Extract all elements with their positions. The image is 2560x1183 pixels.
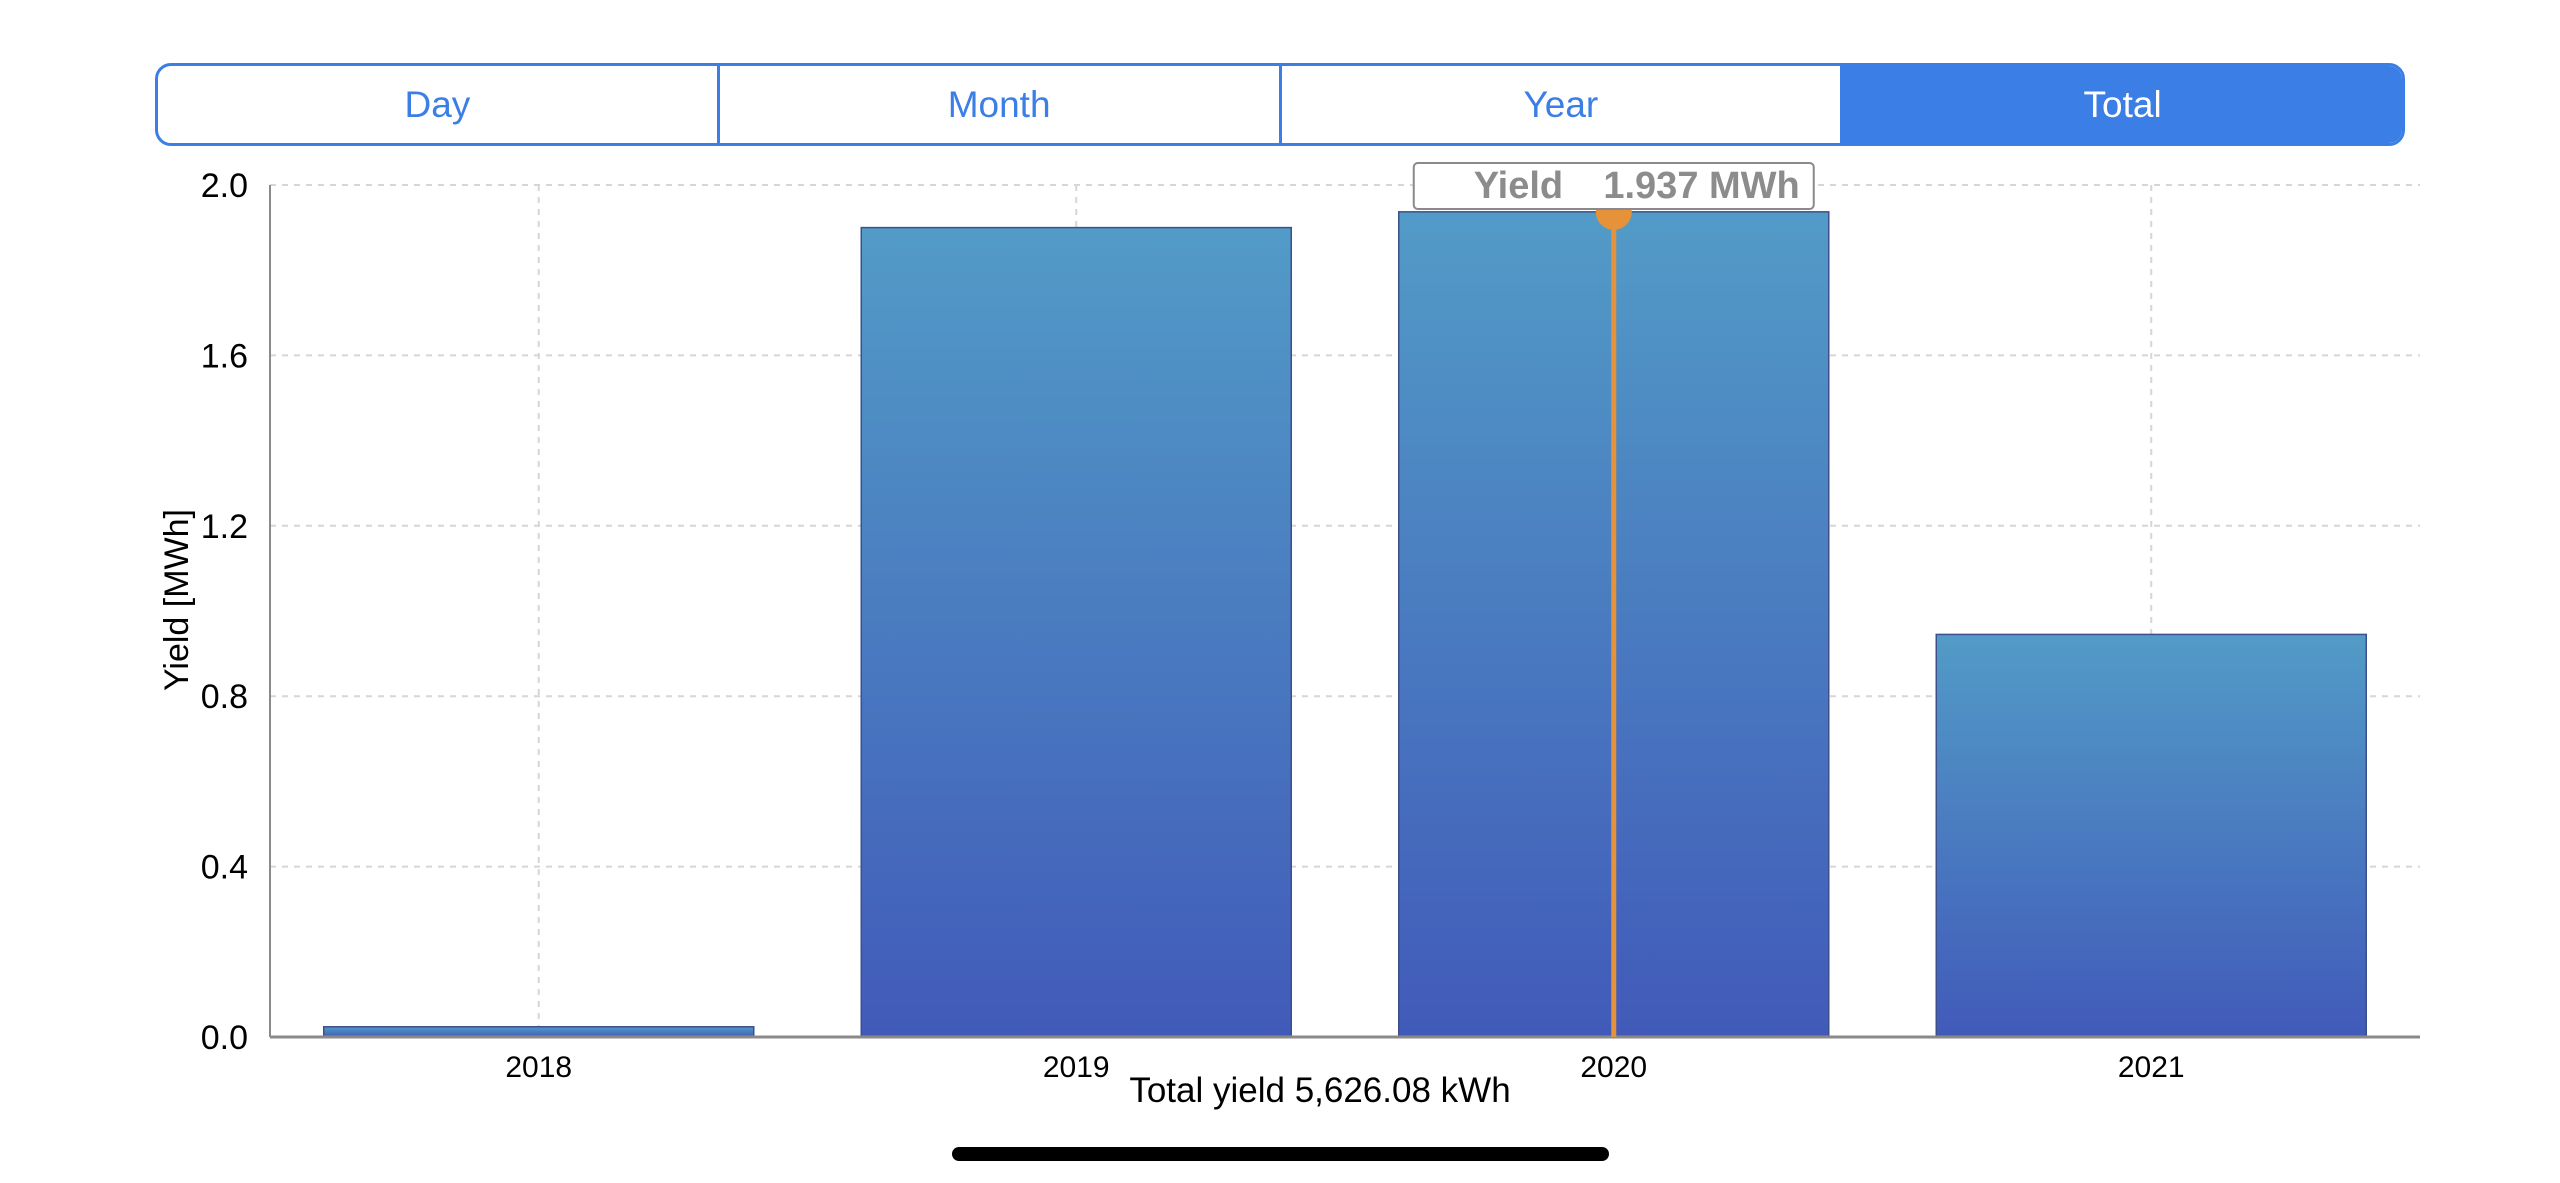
y-tick-label: 0.0 xyxy=(201,1019,248,1057)
x-tick-label: 2020 xyxy=(1580,1051,1647,1084)
tab-day[interactable]: Day xyxy=(158,66,720,143)
y-tick-label: 1.2 xyxy=(201,508,248,546)
tooltip-label: Yield xyxy=(1474,165,1563,207)
y-tick-label: 1.6 xyxy=(201,337,248,375)
tab-year[interactable]: Year xyxy=(1282,66,1844,143)
home-indicator[interactable] xyxy=(952,1147,1609,1161)
bar-2018[interactable] xyxy=(323,1026,755,1038)
period-segmented-control: Day Month Year Total xyxy=(155,63,2405,146)
y-tick-label: 2.0 xyxy=(201,167,248,205)
y-axis-label: Yield [MWh] xyxy=(158,509,196,691)
y-tick-label: 0.8 xyxy=(201,678,248,716)
tooltip-box xyxy=(1412,162,1815,210)
bar-2021[interactable] xyxy=(1935,633,2367,1038)
tab-month[interactable]: Month xyxy=(720,66,1282,143)
x-tick-label: 2021 xyxy=(2118,1051,2185,1084)
tab-total[interactable]: Total xyxy=(1843,66,2402,143)
x-tick-label: 2018 xyxy=(505,1051,572,1084)
y-tick-label: 0.4 xyxy=(201,849,248,887)
tooltip-value: 1.937 MWh xyxy=(1603,165,1799,207)
bar-2019[interactable] xyxy=(860,226,1292,1038)
total-yield-label: Total yield 5,626.08 kWh xyxy=(1129,1071,1510,1110)
x-tick-label: 2019 xyxy=(1043,1051,1110,1084)
